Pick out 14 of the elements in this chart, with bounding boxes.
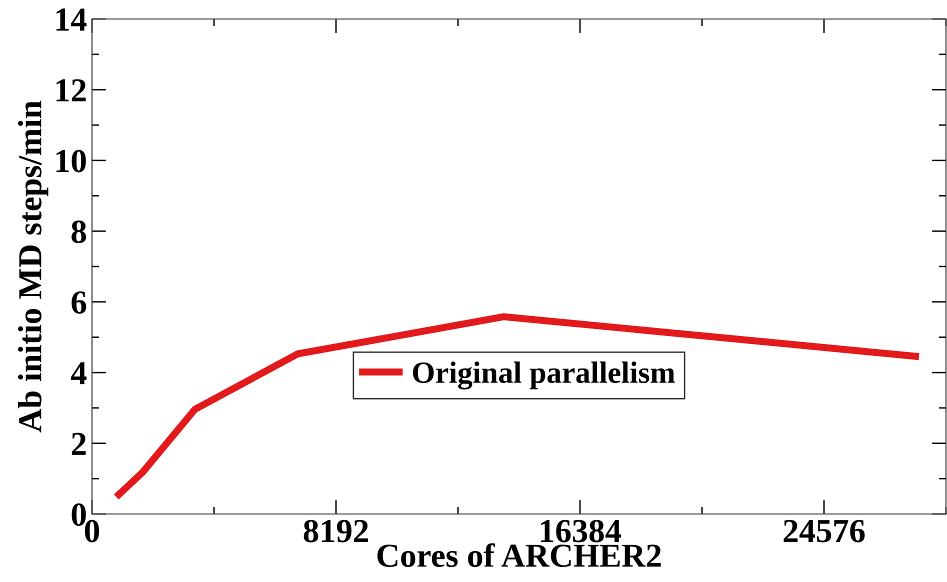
y-tick-label: 0 — [72, 503, 86, 526]
y-tick-label: 12 — [56, 79, 86, 102]
x-axis-title: Cores of ARCHER2 — [377, 543, 661, 567]
x-tick-label: 8192 — [304, 520, 368, 542]
y-tick-label: 14 — [56, 8, 87, 31]
y-tick-label: 8 — [72, 220, 86, 244]
legend-label: Original parallelism — [412, 362, 675, 390]
y-tick-label: 10 — [56, 150, 86, 172]
y-axis-title: Ab initio MD steps/min — [18, 100, 48, 432]
x-tick-label: 16384 — [541, 520, 622, 542]
x-tick-label: 24576 — [784, 520, 865, 542]
y-tick-label: 6 — [72, 291, 86, 314]
y-tick-label: 4 — [70, 362, 87, 384]
y-tick-label: 2 — [72, 432, 86, 455]
